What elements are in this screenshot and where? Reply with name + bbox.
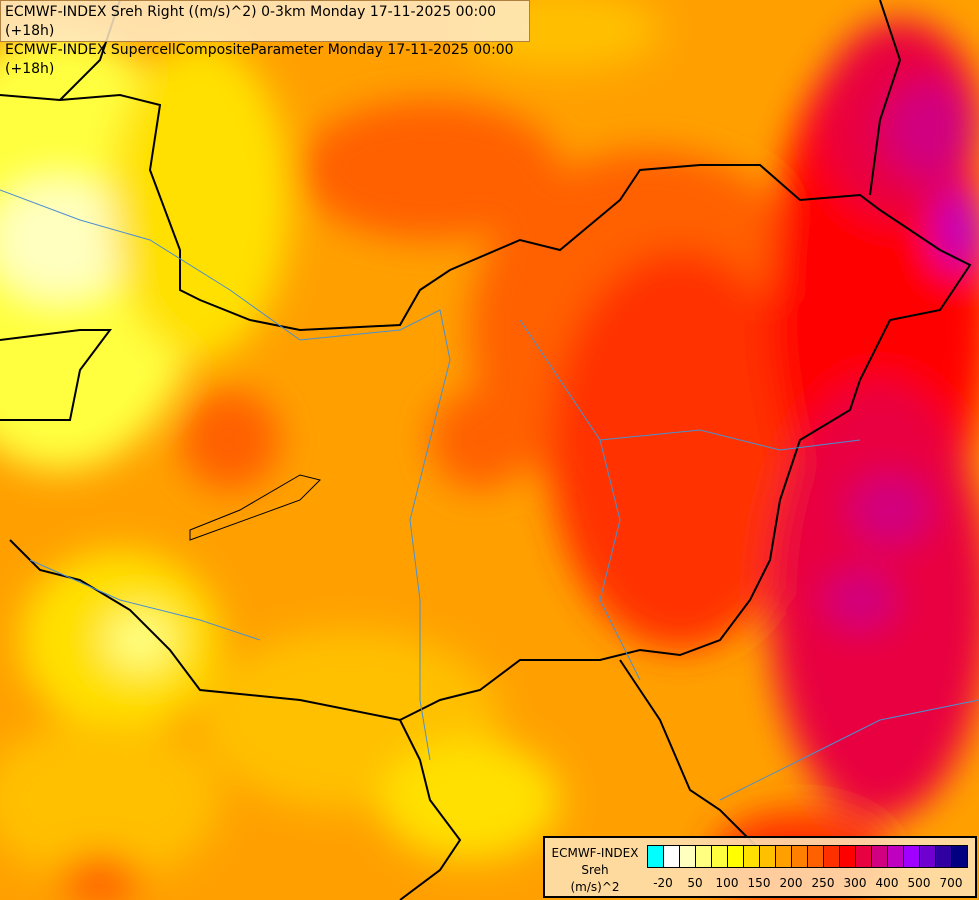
legend-tick-label: 300	[843, 876, 867, 890]
legend-swatch	[712, 846, 728, 867]
map-title: ECMWF-INDEX Sreh Right ((m/s)^2) 0-3km M…	[0, 0, 530, 77]
legend-model: ECMWF-INDEX	[551, 846, 639, 860]
color-legend: ECMWF-INDEX Sreh (m/s)^2 -20 50 100 150 200 2…	[543, 836, 977, 898]
legend-swatch	[728, 846, 744, 867]
legend-swatch	[904, 846, 920, 867]
legend-tick-label: 150	[747, 876, 771, 890]
legend-tick-label: 700	[939, 876, 963, 890]
legend-tick-label: 100	[715, 876, 739, 890]
legend-swatch	[936, 846, 952, 867]
legend-swatch	[744, 846, 760, 867]
legend-ticks: -20 50 100 150 200 250 300 400 500 700	[647, 876, 977, 896]
legend-swatch	[680, 846, 696, 867]
legend-swatch	[792, 846, 808, 867]
legend-swatch	[648, 846, 664, 867]
legend-swatch	[760, 846, 776, 867]
legend-swatch	[776, 846, 792, 867]
rivers	[0, 189, 979, 801]
legend-swatch	[952, 846, 967, 867]
legend-swatch	[664, 846, 680, 867]
title-line-sreh: ECMWF-INDEX Sreh Right ((m/s)^2) 0-3km M…	[5, 4, 497, 39]
legend-tick-label: 200	[779, 876, 803, 890]
legend-swatch	[808, 846, 824, 867]
legend-tick-label: 250	[811, 876, 835, 890]
legend-tick-label: 50	[687, 876, 703, 890]
legend-swatch	[856, 846, 872, 867]
legend-tick-label: 400	[875, 876, 899, 890]
legend-swatch	[888, 846, 904, 867]
legend-label: ECMWF-INDEX Sreh (m/s)^2	[549, 845, 641, 896]
legend-swatch	[696, 846, 712, 867]
title-line-scp: ECMWF-INDEX SupercellCompositeParameter …	[5, 42, 514, 77]
legend-tick-label: -20	[653, 876, 673, 890]
legend-swatch	[872, 846, 888, 867]
legend-variable: Sreh	[581, 863, 609, 877]
legend-tick-label: 500	[907, 876, 931, 890]
legend-swatch	[840, 846, 856, 867]
legend-swatch	[824, 846, 840, 867]
legend-color-bar	[647, 845, 968, 868]
legend-unit: (m/s)^2	[570, 880, 620, 894]
legend-swatch	[920, 846, 936, 867]
